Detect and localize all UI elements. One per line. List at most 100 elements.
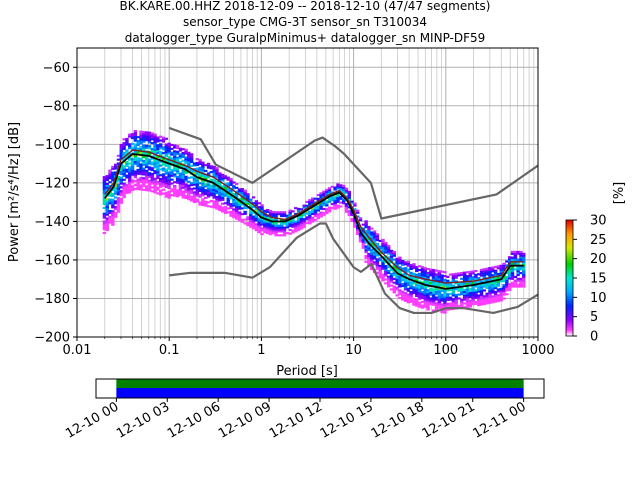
density-cell bbox=[310, 210, 315, 214]
density-cell bbox=[178, 191, 183, 195]
density-cell bbox=[130, 135, 135, 138]
density-cell bbox=[325, 210, 329, 213]
density-cell bbox=[403, 299, 408, 302]
y-axis-label: Power [m²/s⁴/Hz] [dB] bbox=[7, 122, 22, 262]
density-cell bbox=[443, 309, 447, 312]
density-cell bbox=[395, 278, 399, 282]
plot-frame bbox=[76, 47, 539, 338]
density-cell bbox=[175, 189, 180, 192]
chart-title: BK.KARE.00.HHZ 2018-12-09 -- 2018-12-10 … bbox=[120, 0, 491, 45]
density-cell bbox=[482, 268, 487, 271]
density-cell bbox=[440, 299, 444, 302]
density-cell bbox=[302, 214, 306, 217]
density-cell bbox=[415, 287, 419, 290]
density-cell bbox=[294, 228, 298, 231]
density-cell bbox=[395, 273, 399, 276]
density-cell bbox=[409, 281, 413, 284]
density-cell bbox=[215, 172, 219, 175]
density-cell bbox=[158, 164, 163, 167]
density-cell bbox=[226, 201, 230, 204]
density-cell bbox=[167, 185, 171, 188]
density-cell bbox=[158, 152, 163, 156]
density-cell bbox=[361, 246, 366, 249]
density-cell bbox=[167, 190, 171, 193]
density-cell bbox=[336, 204, 340, 207]
density-cell bbox=[150, 161, 154, 164]
density-cell bbox=[175, 168, 180, 171]
density-cell bbox=[341, 186, 346, 189]
density-cell bbox=[206, 182, 211, 185]
density-cell bbox=[108, 198, 112, 201]
density-cell bbox=[519, 272, 523, 275]
density-cell bbox=[111, 185, 115, 188]
density-cell bbox=[119, 168, 123, 172]
density-cell bbox=[181, 159, 185, 162]
density-cell bbox=[226, 211, 230, 214]
density-cell bbox=[209, 205, 214, 208]
density-cell bbox=[482, 299, 487, 302]
density-cell bbox=[370, 252, 374, 255]
density-cell bbox=[434, 306, 439, 309]
density-cell bbox=[218, 193, 222, 196]
density-cell bbox=[156, 148, 160, 151]
density-cell bbox=[401, 296, 405, 299]
density-cell bbox=[420, 273, 425, 276]
density-cell bbox=[398, 266, 402, 269]
density-cell bbox=[122, 174, 126, 178]
timeline-tick-label: 12-10 12 bbox=[267, 399, 325, 441]
density-cell bbox=[440, 276, 444, 279]
density-cell bbox=[361, 240, 366, 244]
density-cell bbox=[204, 202, 208, 205]
density-cell bbox=[237, 211, 242, 214]
density-cell bbox=[229, 195, 233, 198]
density-cell bbox=[381, 267, 385, 270]
density-cell bbox=[372, 245, 377, 248]
density-cell bbox=[392, 258, 396, 261]
density-cell bbox=[468, 274, 472, 277]
density-cell bbox=[133, 151, 138, 154]
density-cell bbox=[173, 169, 177, 172]
density-cell bbox=[384, 241, 388, 244]
density-cell bbox=[443, 286, 447, 289]
density-cell bbox=[339, 186, 343, 189]
density-cell bbox=[218, 174, 222, 177]
density-cell bbox=[308, 203, 312, 206]
density-cell bbox=[263, 231, 267, 234]
density-cell bbox=[122, 147, 126, 151]
density-cell bbox=[187, 159, 191, 162]
density-cell bbox=[386, 260, 391, 263]
curves bbox=[104, 126, 538, 315]
density-cell bbox=[454, 272, 458, 275]
density-cell bbox=[105, 178, 109, 182]
density-cell bbox=[254, 215, 259, 218]
density-cell bbox=[522, 264, 526, 267]
density-cell bbox=[384, 266, 388, 270]
density-cell bbox=[113, 190, 118, 193]
density-cell bbox=[474, 293, 478, 296]
density-cell bbox=[468, 295, 472, 298]
density-cell bbox=[313, 207, 318, 210]
density-cell bbox=[243, 218, 247, 221]
density-cell bbox=[204, 204, 208, 207]
density-cell bbox=[189, 191, 194, 194]
density-cell bbox=[491, 301, 495, 304]
density-cell bbox=[150, 172, 154, 176]
density-cell bbox=[477, 286, 481, 289]
density-cell bbox=[198, 195, 202, 198]
density-cell bbox=[415, 277, 419, 280]
density-cell bbox=[378, 251, 382, 254]
density-cell bbox=[170, 157, 174, 160]
density-cell bbox=[229, 203, 233, 206]
density-cell bbox=[184, 191, 188, 194]
density-cell bbox=[116, 189, 121, 192]
density-cell bbox=[403, 297, 408, 300]
density-cell bbox=[254, 202, 259, 205]
density-cell bbox=[446, 297, 450, 300]
density-cell bbox=[474, 269, 478, 273]
density-cell bbox=[325, 188, 329, 191]
density-cell bbox=[513, 268, 517, 271]
density-cell bbox=[223, 192, 228, 195]
density-cell bbox=[488, 288, 492, 291]
density-cell bbox=[305, 212, 309, 215]
density-cell bbox=[195, 198, 199, 201]
